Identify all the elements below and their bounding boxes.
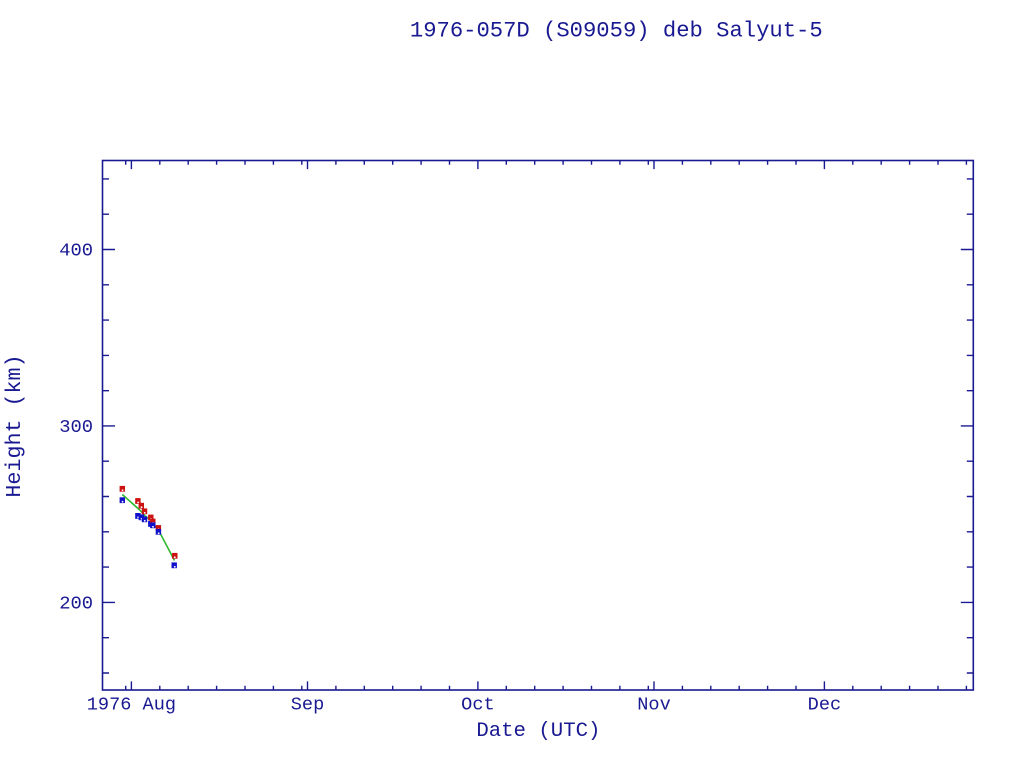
svg-text:1976-057D (S09059) deb Salyut-: 1976-057D (S09059) deb Salyut-5 — [410, 18, 823, 43]
svg-text:Dec: Dec — [808, 695, 841, 716]
svg-text:Sep: Sep — [291, 695, 324, 716]
svg-text:Oct: Oct — [461, 695, 494, 716]
svg-text:Height (km): Height (km) — [2, 354, 27, 497]
svg-text:300: 300 — [59, 416, 93, 438]
svg-text:1976 Aug: 1976 Aug — [87, 695, 176, 716]
svg-text:Date (UTC): Date (UTC) — [476, 720, 600, 743]
svg-text:200: 200 — [59, 592, 93, 614]
svg-text:Nov: Nov — [637, 695, 670, 716]
svg-text:400: 400 — [59, 239, 93, 261]
